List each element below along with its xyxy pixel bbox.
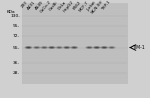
Ellipse shape [95, 47, 98, 48]
Text: Jurkat: Jurkat [86, 0, 97, 12]
Text: A431: A431 [27, 0, 37, 10]
Ellipse shape [55, 46, 63, 49]
Ellipse shape [35, 47, 38, 48]
Text: 293: 293 [20, 0, 28, 9]
Text: KDa: KDa [6, 10, 15, 14]
Ellipse shape [86, 47, 92, 49]
Ellipse shape [40, 46, 48, 49]
Ellipse shape [109, 47, 115, 49]
Text: K562: K562 [72, 0, 82, 10]
Text: SK-N-SH: SK-N-SH [91, 0, 104, 15]
Ellipse shape [101, 47, 107, 49]
Ellipse shape [64, 47, 70, 49]
Text: CaCo-2: CaCo-2 [39, 0, 52, 14]
Ellipse shape [103, 47, 106, 48]
Ellipse shape [71, 47, 77, 49]
Text: 28-: 28- [13, 71, 20, 75]
Ellipse shape [100, 46, 108, 49]
Text: A549: A549 [34, 0, 44, 11]
Ellipse shape [33, 46, 41, 49]
Ellipse shape [73, 47, 76, 48]
Ellipse shape [94, 47, 100, 49]
Ellipse shape [58, 47, 61, 48]
Ellipse shape [50, 47, 53, 48]
Ellipse shape [65, 47, 68, 48]
Ellipse shape [24, 46, 33, 49]
Ellipse shape [56, 47, 62, 49]
Ellipse shape [93, 46, 101, 49]
Ellipse shape [26, 47, 31, 49]
Ellipse shape [34, 47, 40, 49]
Text: 36-: 36- [13, 61, 20, 65]
Ellipse shape [63, 46, 71, 49]
Text: MCF-7: MCF-7 [78, 0, 89, 12]
Ellipse shape [108, 46, 116, 49]
Ellipse shape [88, 47, 91, 48]
Text: HepG2: HepG2 [62, 0, 74, 13]
Ellipse shape [48, 46, 56, 49]
Text: 130-: 130- [10, 14, 20, 18]
Ellipse shape [110, 47, 113, 48]
Ellipse shape [41, 47, 47, 49]
Ellipse shape [70, 46, 78, 49]
Bar [22, 3, 128, 84]
Text: DeLa: DeLa [57, 0, 67, 10]
Ellipse shape [43, 47, 46, 48]
Text: THP-1: THP-1 [101, 0, 112, 12]
Text: CasBi: CasBi [49, 0, 59, 11]
Ellipse shape [27, 47, 30, 48]
Text: 72-: 72- [13, 34, 20, 38]
Text: 95-: 95- [13, 24, 20, 28]
Ellipse shape [49, 47, 55, 49]
Text: TIM-1: TIM-1 [132, 45, 144, 50]
Text: 55-: 55- [13, 46, 20, 49]
Ellipse shape [85, 46, 93, 49]
